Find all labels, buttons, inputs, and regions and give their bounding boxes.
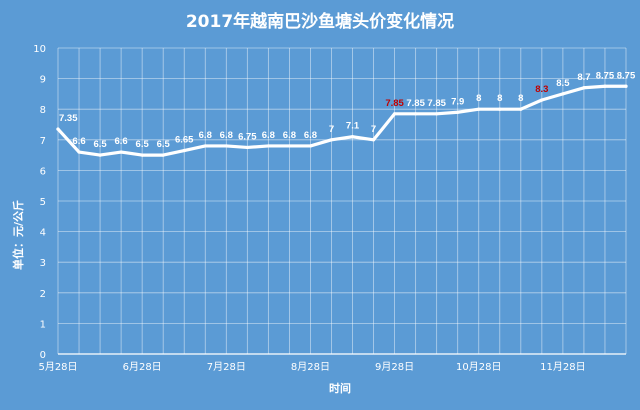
data-label: 6.5 bbox=[157, 139, 171, 150]
y-tick-label: 1 bbox=[40, 319, 46, 330]
data-point bbox=[582, 86, 586, 90]
data-point bbox=[182, 148, 186, 153]
x-axis-label: 时间 bbox=[329, 381, 351, 395]
data-point bbox=[392, 112, 397, 116]
data-point bbox=[98, 153, 102, 157]
x-tick-label: 11月28日 bbox=[540, 361, 585, 373]
data-series bbox=[56, 84, 628, 157]
data-point bbox=[224, 144, 228, 148]
data-label: 8.5 bbox=[556, 78, 570, 89]
data-point bbox=[287, 144, 292, 148]
data-label: 7.1 bbox=[346, 121, 360, 132]
data-label: 7.85 bbox=[406, 98, 425, 109]
data-label: 6.75 bbox=[238, 131, 257, 142]
data-label: 8.3 bbox=[535, 84, 548, 95]
y-tick-label: 9 bbox=[40, 75, 46, 86]
data-point bbox=[119, 150, 123, 154]
x-tick-label: 10月28日 bbox=[456, 361, 501, 373]
data-point bbox=[77, 150, 81, 154]
y-tick-label: 3 bbox=[40, 258, 46, 269]
y-tick-label: 2 bbox=[40, 289, 46, 300]
y-tick-label: 4 bbox=[40, 228, 46, 239]
data-label: 7 bbox=[371, 124, 376, 135]
data-point bbox=[519, 107, 523, 111]
data-label: 8 bbox=[476, 93, 481, 104]
data-point bbox=[140, 153, 144, 157]
y-tick-label: 8 bbox=[40, 105, 46, 116]
x-tick-label: 5月28日 bbox=[38, 361, 77, 373]
data-label: 8.7 bbox=[577, 72, 590, 83]
data-point bbox=[371, 138, 376, 142]
y-tick-label: 7 bbox=[40, 136, 46, 147]
data-point bbox=[624, 84, 628, 88]
data-label: 6.6 bbox=[115, 136, 128, 147]
data-label: 7.85 bbox=[427, 98, 446, 109]
data-point bbox=[603, 84, 607, 88]
axes: 0 1 2 3 4 5 6 7 8 9 10 5月28日 6月28日 7月28日 8月28日 9月28日 10月… bbox=[33, 44, 626, 373]
data-label: 6.5 bbox=[136, 139, 150, 150]
data-point bbox=[498, 107, 502, 111]
data-point bbox=[435, 112, 439, 116]
data-label: 6.8 bbox=[304, 130, 317, 141]
y-tick-label: 10 bbox=[33, 44, 46, 55]
data-label: 8 bbox=[518, 93, 523, 104]
series-line bbox=[56, 84, 628, 157]
data-label: 6.5 bbox=[93, 139, 107, 150]
data-label: 7.35 bbox=[59, 113, 78, 124]
data-label: 6.8 bbox=[262, 130, 275, 141]
data-label: 8 bbox=[497, 93, 502, 104]
data-label: 7 bbox=[329, 124, 334, 135]
data-point bbox=[561, 92, 565, 96]
y-axis-label: 单位：元/公斤 bbox=[11, 200, 25, 270]
y-tick-label: 5 bbox=[40, 197, 46, 208]
y-tick-label: 0 bbox=[40, 350, 46, 361]
data-point bbox=[308, 144, 313, 148]
data-label: 6.8 bbox=[283, 130, 296, 141]
data-labels: 7.35 6.6 6.5 6.6 6.5 6.5 6.65 6.8 6.8 6.75 6.8 6.8 6… bbox=[59, 70, 636, 150]
data-point bbox=[540, 98, 544, 102]
data-point bbox=[266, 144, 270, 148]
data-point bbox=[245, 145, 249, 150]
data-label: 8.75 bbox=[596, 70, 615, 81]
y-tick-label: 6 bbox=[40, 166, 46, 177]
data-point bbox=[456, 110, 460, 114]
data-label: 8.75 bbox=[617, 70, 636, 81]
data-label: 6.8 bbox=[220, 130, 233, 141]
data-point bbox=[203, 144, 207, 148]
data-label: 6.8 bbox=[199, 130, 212, 141]
data-label: 7.9 bbox=[451, 96, 464, 107]
data-point bbox=[329, 138, 334, 142]
data-point bbox=[414, 112, 418, 116]
data-point bbox=[161, 153, 165, 157]
data-point bbox=[350, 135, 355, 139]
data-label: 6.6 bbox=[72, 136, 85, 147]
x-tick-label: 7月28日 bbox=[207, 361, 246, 373]
x-tick-label: 8月28日 bbox=[291, 361, 330, 373]
data-label: 6.65 bbox=[175, 135, 194, 146]
x-tick-label: 9月28日 bbox=[375, 361, 414, 373]
chart-title: 2017年越南巴沙鱼塘头价变化情况 bbox=[186, 11, 454, 32]
data-point bbox=[477, 107, 481, 111]
data-point bbox=[56, 127, 60, 131]
x-tick-label: 6月28日 bbox=[123, 361, 162, 373]
data-label: 7.85 bbox=[385, 98, 404, 109]
